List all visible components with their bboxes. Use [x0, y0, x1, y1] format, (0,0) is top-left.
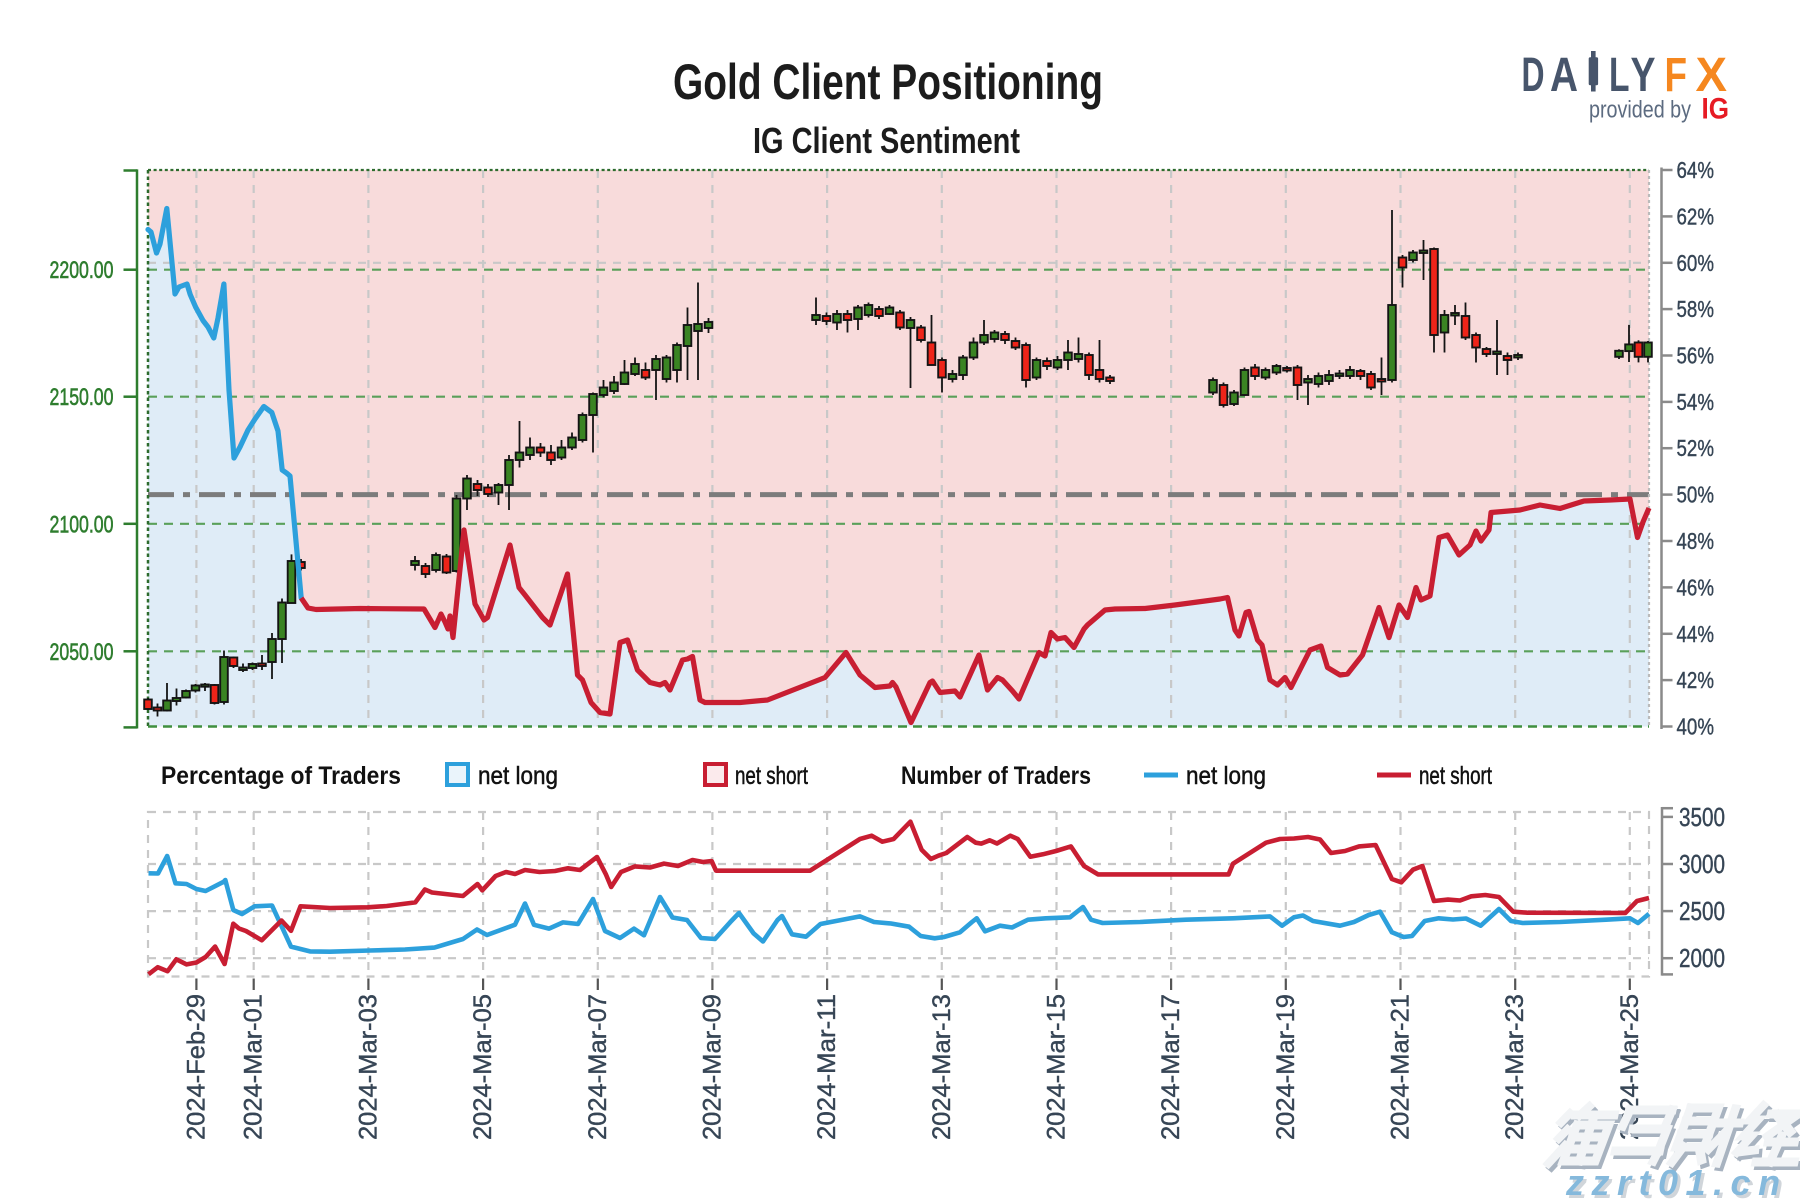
svg-text:zzrt01.cn: zzrt01.cn	[1568, 1165, 1791, 1200]
svg-text:X: X	[1696, 49, 1728, 102]
svg-text:2024-Mar-09: 2024-Mar-09	[698, 994, 726, 1140]
svg-text:2050.00: 2050.00	[50, 639, 114, 666]
svg-text:64%: 64%	[1677, 157, 1715, 183]
svg-text:IG: IG	[1702, 93, 1730, 126]
svg-text:2024-Mar-19: 2024-Mar-19	[1272, 994, 1300, 1140]
svg-text:42%: 42%	[1677, 667, 1715, 693]
svg-text:2500: 2500	[1679, 898, 1725, 926]
svg-text:net long: net long	[1186, 762, 1266, 790]
svg-text:62%: 62%	[1677, 203, 1715, 229]
svg-text:3500: 3500	[1679, 804, 1725, 832]
svg-text:2024-Mar-01: 2024-Mar-01	[240, 994, 268, 1140]
svg-text:net short: net short	[1419, 762, 1492, 790]
svg-text:IG Client Sentiment: IG Client Sentiment	[753, 120, 1020, 161]
svg-text:58%: 58%	[1677, 296, 1715, 322]
svg-text:2024-Mar-15: 2024-Mar-15	[1043, 994, 1071, 1140]
svg-text:provided by: provided by	[1589, 97, 1691, 124]
svg-text:2024-Mar-21: 2024-Mar-21	[1387, 994, 1415, 1140]
svg-text:54%: 54%	[1677, 389, 1715, 415]
svg-text:60%: 60%	[1677, 250, 1715, 276]
svg-text:2024-Mar-17: 2024-Mar-17	[1157, 994, 1185, 1140]
svg-text:net long: net long	[478, 762, 558, 790]
svg-text:2200.00: 2200.00	[50, 257, 114, 284]
svg-text:D: D	[1522, 49, 1545, 102]
svg-text:2024-Mar-23: 2024-Mar-23	[1501, 994, 1529, 1140]
svg-text:48%: 48%	[1677, 528, 1715, 554]
svg-text:Gold Client Positioning: Gold Client Positioning	[673, 54, 1103, 110]
svg-text:2024-Mar-03: 2024-Mar-03	[354, 994, 382, 1140]
svg-text:56%: 56%	[1677, 343, 1715, 369]
svg-text:40%: 40%	[1677, 714, 1715, 740]
svg-text:2024-Mar-07: 2024-Mar-07	[584, 994, 612, 1140]
svg-text:50%: 50%	[1677, 482, 1715, 508]
svg-text:net short: net short	[735, 762, 808, 790]
svg-text:Percentage of Traders: Percentage of Traders	[161, 762, 401, 790]
svg-text:zzrt01.cn: zzrt01.cn	[1565, 1162, 1788, 1200]
svg-text:Number of Traders: Number of Traders	[901, 762, 1091, 790]
svg-text:46%: 46%	[1677, 574, 1715, 600]
svg-text:2150.00: 2150.00	[50, 384, 114, 411]
svg-text:2024-Mar-11: 2024-Mar-11	[813, 994, 841, 1140]
svg-text:F: F	[1665, 49, 1688, 102]
svg-text:2024-Mar-13: 2024-Mar-13	[928, 994, 956, 1140]
svg-text:52%: 52%	[1677, 435, 1715, 461]
svg-text:3000: 3000	[1679, 851, 1725, 879]
svg-text:44%: 44%	[1677, 621, 1715, 647]
svg-text:2024-Mar-05: 2024-Mar-05	[469, 994, 497, 1140]
svg-text:A: A	[1550, 49, 1578, 102]
svg-text:2000: 2000	[1679, 945, 1725, 973]
svg-text:2024-Feb-29: 2024-Feb-29	[182, 994, 210, 1140]
svg-text:2100.00: 2100.00	[50, 511, 114, 538]
svg-text:L: L	[1609, 49, 1630, 102]
svg-text:Y: Y	[1631, 49, 1656, 102]
